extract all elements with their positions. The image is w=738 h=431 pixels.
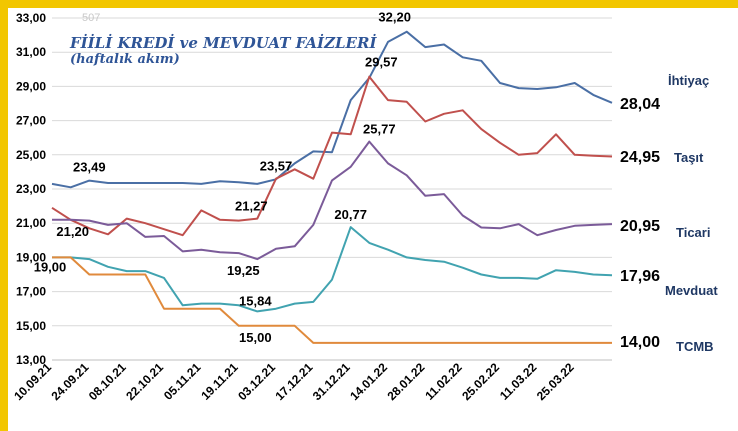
- data-label: 23,57: [260, 158, 293, 173]
- series-line-0: [51, 30, 613, 189]
- ghost-label: 507: [82, 12, 101, 24]
- data-label: 21,20: [56, 224, 89, 239]
- series-label-ihtiyac: İhtiyaç: [668, 73, 710, 88]
- x-tick-label: 11.02.22: [422, 360, 465, 403]
- data-label: 32,20: [378, 10, 411, 25]
- chart-subtitle: (haftalık akım): [70, 52, 180, 67]
- x-tick-label: 22.10.21: [123, 360, 166, 403]
- y-tick-label: 17,00: [16, 285, 46, 299]
- x-tick-label: 08.10.21: [86, 360, 129, 403]
- series-last-tasit: 24,95: [620, 149, 661, 166]
- y-tick-label: 21,00: [16, 216, 46, 230]
- y-tick-label: 33,00: [16, 11, 46, 25]
- x-tick-label: 31.12.21: [310, 360, 353, 403]
- chart-title: FİİLİ KREDİ ve MEVDUAT FAİZLERİ: [70, 34, 377, 52]
- data-label: 25,77: [363, 122, 396, 137]
- data-label: 15,00: [239, 330, 272, 345]
- x-tick-label: 28.01.22: [385, 360, 428, 403]
- y-tick-label: 29,00: [16, 79, 46, 93]
- series-label-ticari: Ticari: [676, 225, 711, 240]
- data-label: 19,25: [227, 263, 260, 278]
- series-line-2: [52, 140, 613, 261]
- data-label: 19,00: [34, 259, 67, 274]
- x-tick-label: 24.09.21: [49, 360, 92, 403]
- data-label: 21,27: [235, 199, 268, 214]
- y-tick-label: 23,00: [16, 182, 46, 196]
- series-label-tcmb: TCMB: [676, 339, 714, 354]
- y-tick-label: 25,00: [16, 148, 46, 162]
- data-label: 15,84: [239, 293, 272, 308]
- x-tick-label: 25.02.22: [459, 360, 502, 403]
- y-tick-label: 19,00: [16, 250, 46, 264]
- series-line-1: [51, 75, 613, 237]
- series-line-3: [52, 226, 613, 313]
- series-line-4: [52, 256, 612, 344]
- y-tick-label: 31,00: [16, 45, 46, 59]
- data-label: 23,49: [73, 160, 106, 175]
- y-tick-label: 15,00: [16, 319, 46, 333]
- x-tick-label: 05.11.21: [161, 360, 204, 403]
- x-tick-label: 17.12.21: [273, 360, 316, 403]
- data-label: 20,77: [334, 207, 367, 222]
- x-tick-label: 03.12.21: [235, 360, 278, 403]
- x-tick-label: 25.03.22: [534, 360, 577, 403]
- x-tick-label: 14.01.22: [347, 360, 390, 403]
- y-tick-label: 27,00: [16, 114, 46, 128]
- series-last-mevduat: 17,96: [620, 268, 661, 285]
- series-label-tasit: Taşıt: [674, 150, 704, 165]
- series-last-ticari: 20,95: [620, 218, 661, 235]
- x-tick-label: 11.03.22: [497, 360, 540, 403]
- series-last-tcmb: 14,00: [620, 334, 661, 351]
- x-tick-label: 19.11.21: [198, 360, 241, 403]
- data-label: 29,57: [365, 55, 398, 70]
- series-label-mevduat: Mevduat: [665, 283, 718, 298]
- y-tick-label: 13,00: [16, 353, 46, 367]
- series-last-ihtiyac: 28,04: [620, 96, 661, 113]
